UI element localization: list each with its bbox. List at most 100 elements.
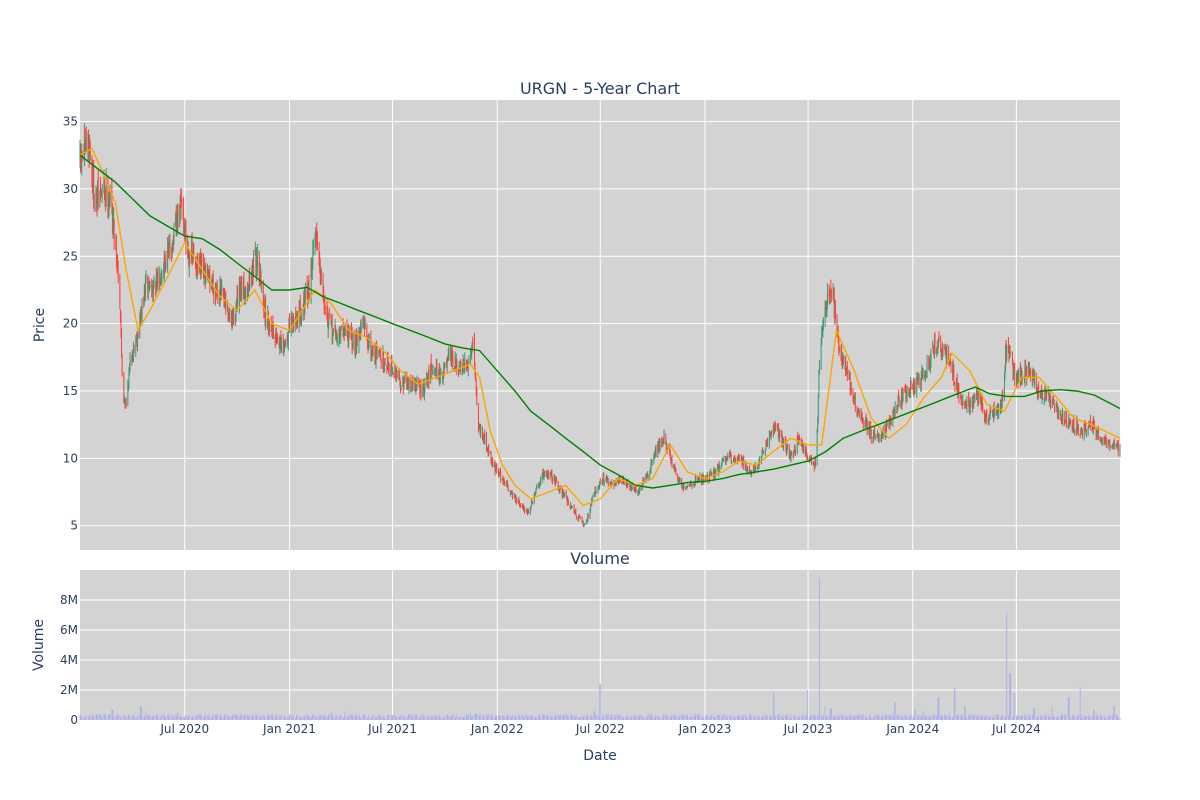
candle-body — [1046, 393, 1047, 396]
volume-bar — [809, 715, 811, 720]
candle-body — [770, 432, 772, 438]
candle-body — [100, 192, 102, 194]
volume-bar — [997, 717, 999, 720]
volume-bar — [205, 718, 207, 720]
candle-body — [812, 462, 814, 464]
candle-body — [678, 478, 680, 480]
candle-body — [721, 464, 722, 466]
candle-body — [348, 329, 350, 344]
candle-body — [291, 319, 293, 328]
candle-body — [1062, 412, 1063, 421]
volume-bar — [801, 716, 803, 720]
volume-bar — [438, 715, 440, 720]
volume-bar — [123, 716, 125, 720]
candle-body — [169, 244, 171, 253]
candle-body — [788, 449, 790, 457]
volume-bar — [775, 716, 777, 720]
volume-bar — [1012, 716, 1014, 720]
volume-bar — [247, 718, 249, 720]
candle-body — [1021, 371, 1022, 382]
volume-bar — [742, 714, 744, 720]
volume-bar — [508, 717, 510, 720]
volume-bar — [204, 714, 206, 720]
price-y-tick-label: 10 — [63, 451, 78, 465]
volume-bar — [161, 714, 163, 720]
volume-bar — [160, 716, 162, 720]
candle-body — [466, 364, 468, 365]
candle-body — [495, 466, 497, 468]
volume-bar — [315, 717, 317, 720]
volume-bar — [629, 716, 631, 720]
volume-bar — [326, 716, 328, 720]
volume-bar — [276, 718, 278, 720]
volume-bar — [637, 715, 639, 720]
candle-body — [434, 370, 435, 373]
candle-body — [240, 283, 242, 292]
volume-bar — [762, 718, 764, 720]
candle-body — [224, 298, 225, 301]
candle-body — [1061, 418, 1063, 422]
volume-bar — [784, 715, 786, 720]
candle-body — [173, 225, 175, 243]
candle-body — [514, 495, 516, 499]
candle-body — [432, 370, 433, 374]
volume-bar — [818, 577, 820, 720]
candle-body — [418, 381, 420, 385]
candle-body — [717, 466, 718, 469]
volume-bar — [526, 717, 528, 720]
volume-bar — [1093, 709, 1095, 720]
candle-body — [781, 433, 783, 444]
candle-body — [880, 436, 882, 439]
volume-bar — [725, 714, 727, 720]
candle-body — [89, 141, 91, 160]
volume-bar — [547, 715, 549, 720]
volume-bar — [610, 718, 612, 720]
candle-body — [1012, 360, 1014, 375]
volume-bar — [506, 715, 508, 720]
candle-body — [390, 370, 392, 373]
volume-bar — [1013, 693, 1015, 720]
volume-bar — [912, 716, 914, 720]
volume-bar — [93, 718, 95, 720]
candle-body — [147, 282, 149, 291]
candle-body — [1029, 366, 1030, 370]
candle-body — [718, 466, 720, 474]
candle-body — [438, 367, 440, 378]
candle-body — [677, 475, 679, 481]
candle-body — [595, 487, 597, 493]
volume-bar — [1015, 716, 1017, 720]
candle-body — [129, 365, 130, 373]
candle-body — [824, 305, 826, 320]
candle-body — [797, 436, 799, 438]
volume-bar — [567, 716, 569, 720]
candle-body — [970, 402, 972, 404]
candle-body — [301, 315, 302, 321]
candle-body — [953, 368, 955, 383]
candle-body — [520, 505, 521, 507]
volume-bar — [300, 717, 302, 720]
volume-bar — [431, 715, 433, 720]
volume-bar — [619, 715, 621, 720]
candle-body — [742, 457, 744, 459]
volume-bar — [714, 716, 716, 720]
volume-bar — [638, 715, 640, 720]
volume-bar — [697, 714, 699, 720]
candle-body — [671, 458, 673, 468]
volume-bar — [390, 715, 392, 720]
volume-bar — [820, 715, 822, 720]
volume-bar — [816, 715, 818, 720]
candle-body — [957, 386, 959, 389]
volume-bar — [1057, 717, 1059, 720]
candle-body — [85, 141, 87, 151]
volume-bar — [492, 714, 494, 720]
volume-bar — [340, 714, 342, 720]
volume-bar — [759, 715, 761, 720]
candle-body — [310, 266, 312, 303]
volume-bar — [563, 715, 565, 720]
volume-bar — [985, 715, 987, 720]
volume-bar — [550, 718, 552, 720]
volume-bar — [336, 714, 338, 720]
volume-bar — [976, 714, 978, 720]
volume-bar — [783, 718, 785, 720]
candle-body — [416, 384, 417, 390]
